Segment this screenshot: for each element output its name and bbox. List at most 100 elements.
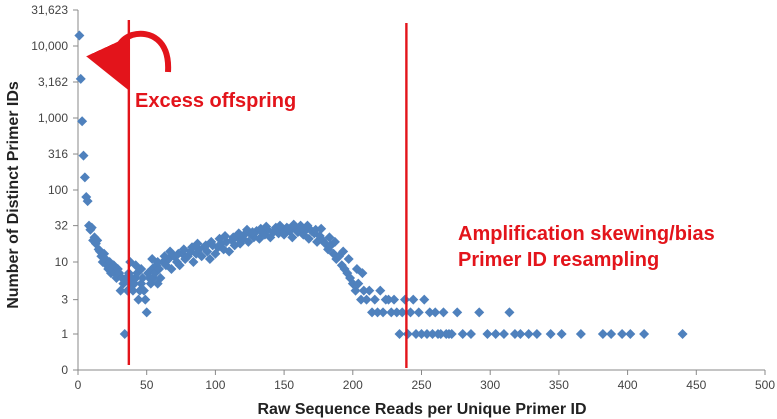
data-point — [288, 219, 299, 230]
y-tick-label: 1,000 — [38, 111, 68, 125]
y-tick-label: 100 — [48, 183, 68, 197]
data-point — [274, 220, 285, 231]
data-point — [324, 232, 335, 243]
data-point — [498, 329, 509, 340]
data-point — [152, 257, 163, 268]
data-point — [303, 233, 314, 244]
data-point — [482, 329, 493, 340]
data-point — [531, 329, 542, 340]
data-point — [75, 73, 86, 84]
data-point — [78, 150, 89, 161]
y-tick-label: 3 — [61, 293, 68, 307]
curved-arrow-icon — [86, 30, 172, 90]
data-point — [247, 227, 258, 238]
data-point — [220, 230, 231, 241]
x-tick-label: 0 — [75, 378, 82, 392]
data-point — [74, 30, 85, 41]
data-point — [427, 329, 438, 340]
data-point — [356, 294, 367, 305]
data-point — [122, 285, 133, 296]
data-point — [329, 236, 340, 247]
data-point — [625, 329, 636, 340]
y-tick-label: 0 — [61, 363, 68, 377]
data-point — [639, 329, 650, 340]
data-point — [127, 285, 138, 296]
data-point — [77, 116, 88, 127]
y-tick-label: 3,162 — [38, 75, 68, 89]
data-point — [369, 294, 380, 305]
data-point — [154, 263, 165, 274]
data-point — [92, 235, 103, 246]
y-tick-label: 1 — [61, 327, 68, 341]
data-point — [408, 294, 419, 305]
data-point — [302, 220, 313, 231]
data-point — [575, 329, 586, 340]
data-point — [361, 294, 372, 305]
data-point — [617, 329, 628, 340]
y-axis-ticks: 0 1 3 10 32 100 316 1,000 3,162 10,000 31,623 — [31, 3, 78, 377]
data-point — [430, 307, 441, 318]
data-point — [391, 307, 402, 318]
data-point — [457, 329, 468, 340]
data-point — [509, 329, 520, 340]
data-point — [523, 329, 534, 340]
data-point — [383, 294, 394, 305]
x-tick-label: 350 — [549, 378, 569, 392]
data-point — [174, 260, 185, 271]
annotation-primer-id-resampling: Primer ID resampling — [458, 249, 659, 271]
data-point — [233, 228, 244, 239]
x-tick-label: 500 — [755, 378, 775, 392]
data-point — [515, 329, 526, 340]
data-point — [178, 244, 189, 255]
data-point — [474, 307, 485, 318]
data-point — [136, 263, 147, 274]
x-tick-label: 300 — [480, 378, 500, 392]
data-point — [155, 272, 166, 283]
x-tick-label: 400 — [618, 378, 638, 392]
data-point — [358, 285, 369, 296]
data-point — [141, 307, 152, 318]
data-point — [677, 329, 688, 340]
data-point — [606, 329, 617, 340]
data-point — [545, 329, 556, 340]
x-axis-ticks: 0 50 100 150 200 250 300 350 400 450 500 — [75, 370, 775, 392]
data-point — [243, 236, 254, 247]
x-tick-label: 250 — [411, 378, 431, 392]
data-point — [166, 263, 177, 274]
data-point — [138, 285, 149, 296]
data-point — [137, 272, 148, 283]
data-point — [490, 329, 501, 340]
data-point — [188, 257, 199, 268]
data-point — [204, 254, 215, 265]
x-tick-label: 450 — [686, 378, 706, 392]
data-point — [405, 307, 416, 318]
data-point — [261, 221, 272, 232]
data-point — [556, 329, 567, 340]
data-point — [316, 223, 327, 234]
annotation-excess-offspring: Excess offspring — [135, 90, 296, 112]
annotation-amplification-skewing: Amplification skewing/bias — [458, 223, 715, 245]
data-point — [394, 329, 405, 340]
data-point — [435, 329, 446, 340]
x-tick-label: 200 — [343, 378, 363, 392]
x-tick-label: 100 — [205, 378, 225, 392]
x-axis-title: Raw Sequence Reads per Unique Primer ID — [258, 401, 587, 418]
data-point — [465, 329, 476, 340]
data-point — [269, 225, 280, 236]
y-tick-label: 10 — [55, 255, 69, 269]
data-point — [224, 246, 235, 257]
y-tick-label: 32 — [55, 219, 69, 233]
data-point — [287, 232, 298, 243]
data-point — [389, 294, 400, 305]
x-tick-label: 150 — [274, 378, 294, 392]
data-point — [424, 307, 435, 318]
data-point — [82, 196, 93, 207]
data-point — [378, 307, 389, 318]
data-point — [86, 222, 97, 233]
data-point — [421, 329, 432, 340]
data-point — [353, 278, 364, 289]
data-point — [206, 236, 217, 247]
data-point — [140, 294, 151, 305]
data-point — [597, 329, 608, 340]
